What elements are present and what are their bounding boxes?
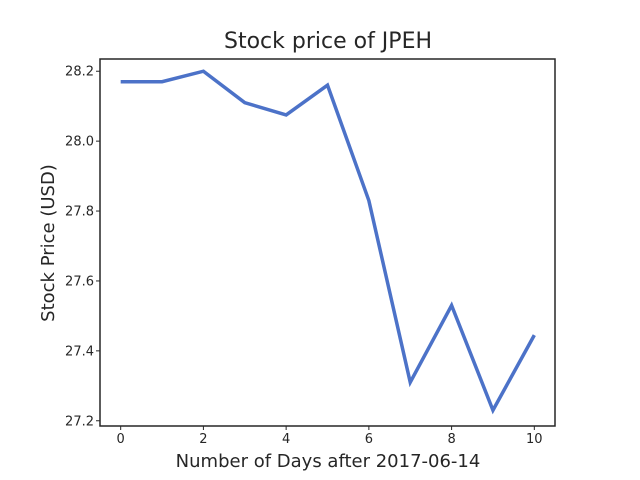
y-tick-label: 27.6 — [65, 274, 94, 289]
y-axis-ticks: 27.2 27.4 27.6 27.8 28.0 28.2 — [65, 65, 100, 429]
x-tick-label: 10 — [526, 432, 543, 447]
y-tick-label: 27.4 — [65, 344, 94, 359]
y-tick-label: 28.2 — [65, 65, 94, 80]
x-tick-label: 0 — [117, 432, 125, 447]
y-tick-label: 27.8 — [65, 205, 94, 220]
x-tick-label: 4 — [282, 432, 290, 447]
x-tick-label: 6 — [365, 432, 373, 447]
x-tick-label: 2 — [199, 432, 207, 447]
y-tick-label: 27.2 — [65, 414, 94, 429]
series-layer — [120, 69, 536, 415]
plot-area-frame — [99, 58, 556, 427]
y-tick-label: 28.0 — [65, 135, 94, 150]
chart-title: Stock price of JPEH — [224, 29, 432, 54]
x-axis-label: Number of Days after 2017-06-14 — [176, 451, 481, 472]
y-axis-label: Stock Price (USD) — [38, 164, 59, 322]
x-tick-label: 8 — [447, 432, 455, 447]
x-axis-ticks: 0 2 4 6 8 10 — [117, 426, 543, 447]
series-line — [120, 69, 536, 415]
